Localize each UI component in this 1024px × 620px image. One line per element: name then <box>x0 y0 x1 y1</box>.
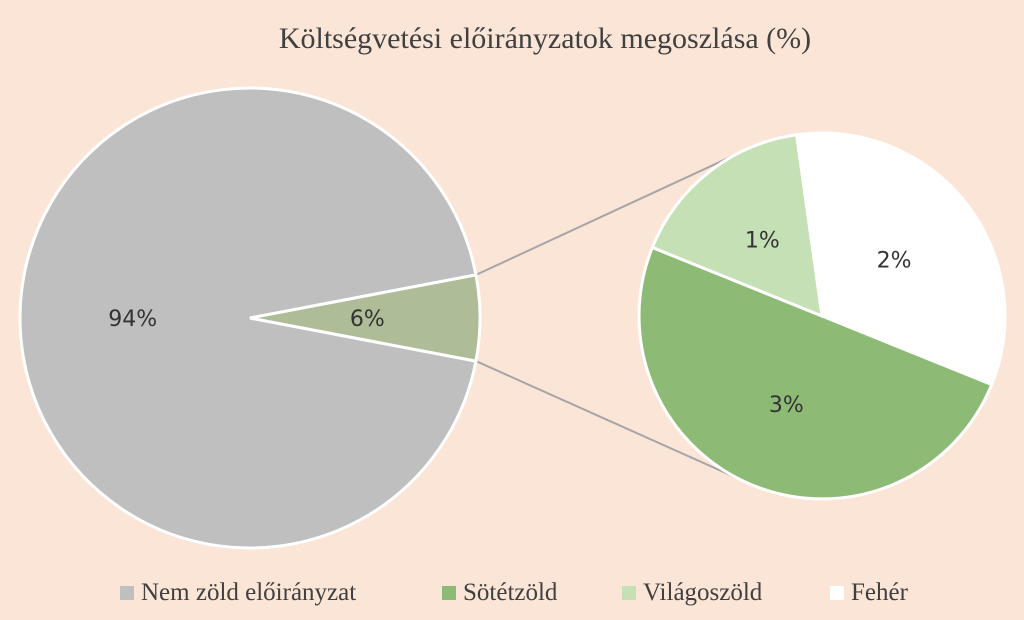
secondary-pie <box>637 131 1007 501</box>
legend-label: Sötétzöld <box>463 579 558 606</box>
secondary-slice-feher <box>794 131 1007 387</box>
legend-label: Világoszöld <box>643 579 763 606</box>
legend-swatch <box>622 586 636 600</box>
main-pie <box>18 86 482 550</box>
secondary-slice-label: 3% <box>769 393 804 418</box>
legend-item-nem-zold-eloiranyzat: Nem zöld előirányzat <box>120 579 356 606</box>
secondary-slice-label: 1% <box>745 229 780 254</box>
connector-lines <box>475 153 737 479</box>
legend-swatch <box>830 586 844 600</box>
main-slice-other <box>249 273 482 363</box>
secondary-slice-label: 2% <box>877 249 912 274</box>
legend-item-feher: Fehér <box>830 579 909 606</box>
legend-swatch <box>442 586 456 600</box>
main-slice-nem-zold-eloiranyzat <box>18 86 478 550</box>
main-slice-label: 94% <box>108 307 157 332</box>
chart-title: Költségvetési előirányzatok megoszlása (… <box>279 22 811 55</box>
connector-line-bottom <box>475 360 737 479</box>
secondary-slice-vilagoszold <box>650 133 824 319</box>
main-slice-label: 6% <box>350 307 385 332</box>
legend: Nem zöld előirányzat Sötétzöld Világoszöld… <box>120 579 909 606</box>
legend-label: Nem zöld előirányzat <box>141 579 356 606</box>
legend-label: Fehér <box>851 579 909 606</box>
connector-line-top <box>475 153 737 276</box>
data-labels: 94% 6% 2% 3% 1% <box>108 229 911 419</box>
legend-swatch <box>120 586 134 600</box>
legend-item-vilagoszold: Világoszöld <box>622 579 763 606</box>
legend-item-sotetzold: Sötétzöld <box>442 579 558 606</box>
secondary-slice-sotetzold <box>637 245 994 501</box>
